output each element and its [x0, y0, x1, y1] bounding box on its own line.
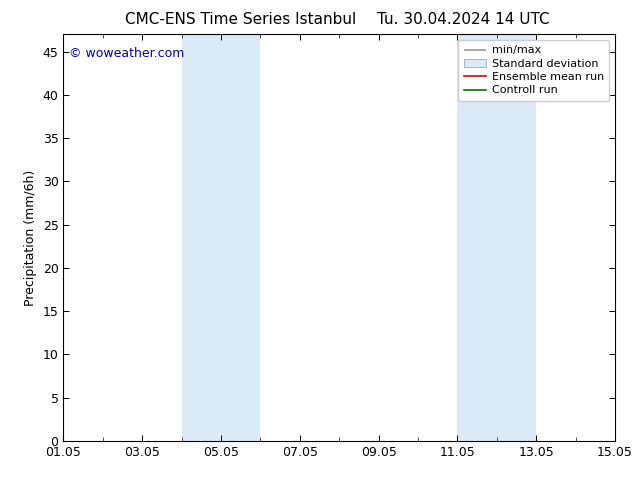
- Text: Tu. 30.04.2024 14 UTC: Tu. 30.04.2024 14 UTC: [377, 12, 549, 27]
- Bar: [181, 34, 261, 441]
- Bar: [457, 34, 536, 441]
- Text: CMC-ENS Time Series Istanbul: CMC-ENS Time Series Istanbul: [126, 12, 356, 27]
- Text: © woweather.com: © woweather.com: [69, 47, 184, 59]
- Y-axis label: Precipitation (mm/6h): Precipitation (mm/6h): [24, 170, 37, 306]
- Legend: min/max, Standard deviation, Ensemble mean run, Controll run: min/max, Standard deviation, Ensemble me…: [458, 40, 609, 101]
